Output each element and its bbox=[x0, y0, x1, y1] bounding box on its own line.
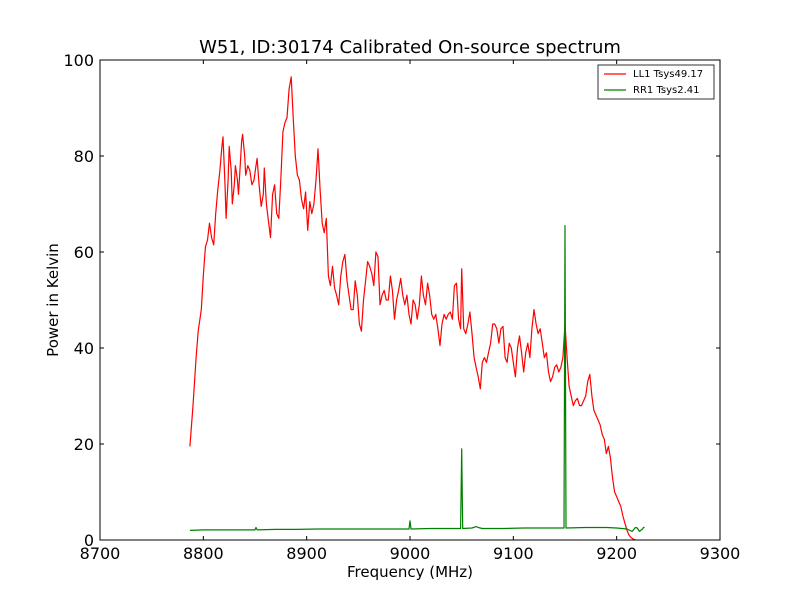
x-tick-label: 8700 bbox=[80, 544, 121, 563]
y-tick-label: 80 bbox=[74, 147, 94, 166]
axis-ticks: 8700 8800 8900 9000 9100 9200 9300 0 20 40 60 80 100 bbox=[63, 51, 740, 563]
series-line-rr1 bbox=[189, 225, 645, 533]
x-tick-label: 9200 bbox=[596, 544, 637, 563]
legend-label-rr1: RR1 Tsys2.41 bbox=[633, 85, 700, 96]
y-tick-label: 0 bbox=[84, 531, 94, 550]
series-line-ll1 bbox=[189, 76, 636, 541]
x-tick-label: 8800 bbox=[183, 544, 224, 563]
x-axis-title: Frequency (MHz) bbox=[347, 563, 473, 581]
x-tick-label: 9100 bbox=[493, 544, 534, 563]
x-tick-label: 8900 bbox=[286, 544, 327, 563]
y-axis-title: Power in Kelvin bbox=[44, 243, 62, 357]
legend-box bbox=[597, 64, 715, 100]
plot-lines bbox=[189, 76, 645, 541]
legend: LL1 Tsys49.17 RR1 Tsys2.41 bbox=[597, 64, 715, 100]
y-tick-label: 60 bbox=[74, 243, 94, 262]
y-tick-label: 40 bbox=[74, 339, 94, 358]
x-tick-label: 9000 bbox=[390, 544, 431, 563]
y-tick-label: 20 bbox=[74, 435, 94, 454]
y-tick-label: 100 bbox=[63, 51, 94, 70]
x-tick-label: 9300 bbox=[700, 544, 741, 563]
chart-title: W51, ID:30174 Calibrated On-source spect… bbox=[199, 37, 621, 58]
legend-label-ll1: LL1 Tsys49.17 bbox=[633, 69, 703, 80]
